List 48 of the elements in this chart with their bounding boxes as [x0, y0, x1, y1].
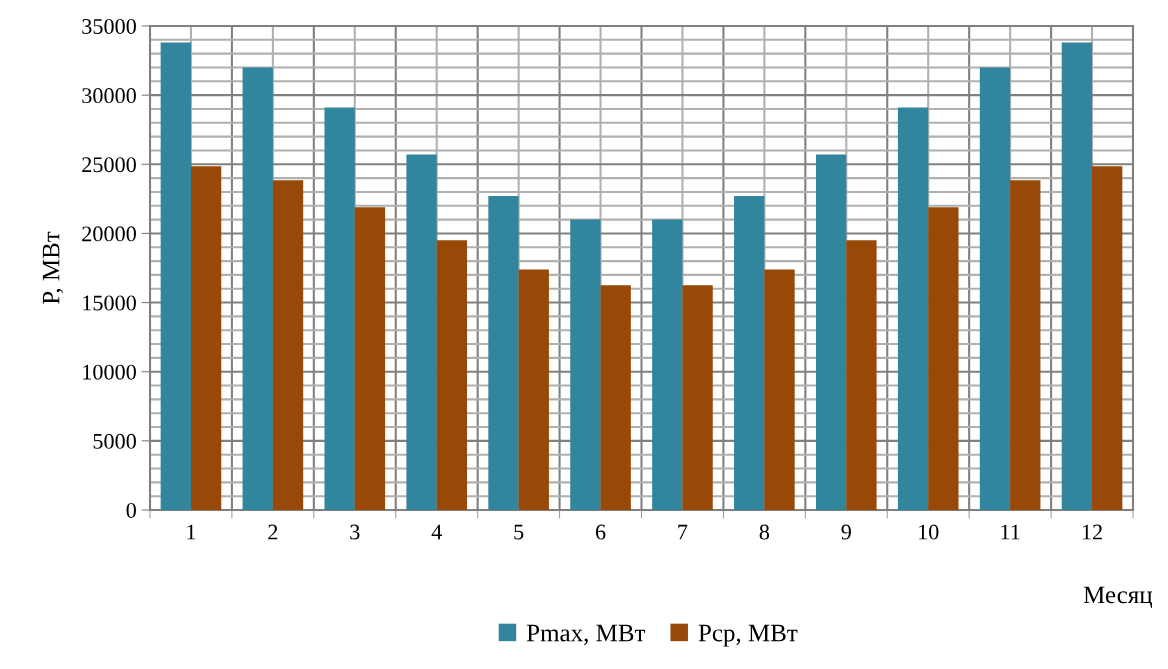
bar [979, 67, 1011, 510]
y-tick-label: 15000 [83, 295, 136, 311]
y-tick-label: 5000 [93, 433, 136, 449]
bar [570, 219, 601, 510]
bar [897, 107, 929, 510]
bar [488, 196, 519, 510]
bar [928, 207, 959, 510]
y-tick-label: 30000 [82, 88, 136, 104]
bar [354, 207, 386, 510]
x-tick-label: 1 [187, 524, 196, 540]
x-tick-label: 7 [678, 524, 688, 540]
bar [406, 154, 437, 510]
y-tick-label: 35000 [82, 18, 136, 34]
bar [734, 196, 765, 510]
y-axis-title: P, МВт [42, 231, 64, 305]
bar [324, 107, 355, 510]
legend-label: Pcp, МВт [698, 624, 798, 647]
y-tick-label: 25000 [82, 157, 136, 173]
x-tick-label: 2 [268, 524, 278, 540]
y-tick-label: 20000 [82, 226, 136, 242]
bar [1092, 166, 1123, 510]
y-tick-label: 10000 [83, 364, 136, 380]
x-tick-label: 9 [841, 524, 851, 540]
bar [682, 285, 713, 510]
bar [1010, 180, 1041, 510]
x-tick-label: 10 [919, 524, 939, 540]
bar [815, 154, 847, 510]
x-tick-label: 3 [350, 524, 360, 540]
x-tick-label: 4 [431, 524, 442, 540]
x-tick-label: 6 [595, 524, 606, 540]
bar [1061, 42, 1093, 510]
x-tick-label: 12 [1082, 524, 1102, 540]
bar [272, 180, 304, 510]
bar [160, 42, 191, 510]
bar [846, 240, 877, 510]
bar [436, 240, 468, 510]
bar [190, 166, 222, 510]
x-tick-label: 8 [759, 524, 770, 540]
bar [764, 269, 795, 510]
bar [600, 285, 631, 510]
x-axis-title: Месяц [1083, 586, 1153, 608]
legend-label: Pmax, МВт [526, 624, 646, 646]
bar [242, 67, 273, 510]
bar [518, 269, 549, 510]
x-tick-label: 5 [514, 524, 524, 540]
bar [652, 219, 683, 510]
y-tick-label: 0 [126, 502, 136, 518]
x-tick-label: 11 [1001, 524, 1020, 540]
